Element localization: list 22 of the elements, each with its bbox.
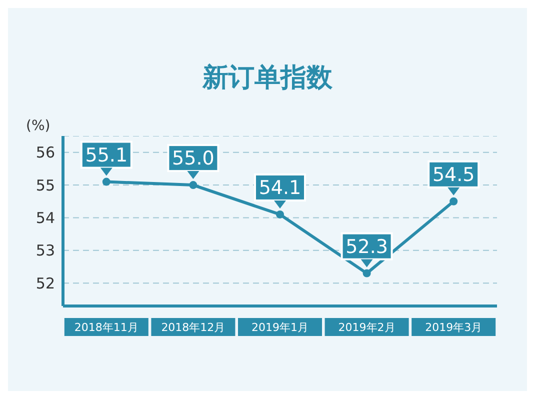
y-tick-label: 54 bbox=[36, 209, 55, 228]
data-label: 52.3 bbox=[346, 236, 388, 258]
point bbox=[102, 178, 110, 186]
point bbox=[450, 197, 458, 206]
y-tick-label: 56 bbox=[36, 144, 55, 162]
y-tick-label: 52 bbox=[36, 274, 55, 292]
data-label: 55.1 bbox=[85, 144, 128, 166]
x-tick-label: 2018年12月 bbox=[161, 320, 226, 334]
x-tick-label: 2019年3月 bbox=[425, 320, 482, 334]
chart-title: 新订单指数 bbox=[201, 62, 334, 95]
y-tick-label: 55 bbox=[36, 176, 55, 194]
x-tick-label: 2019年2月 bbox=[338, 320, 396, 334]
point bbox=[189, 181, 198, 190]
data-label: 55.0 bbox=[172, 148, 214, 170]
y-tick-label: 53 bbox=[36, 242, 55, 260]
data-label: 54.1 bbox=[258, 177, 302, 200]
point bbox=[276, 210, 284, 218]
x-tick-label: 2018年11月 bbox=[74, 320, 138, 334]
point bbox=[362, 269, 371, 278]
y-axis-title: (%) bbox=[26, 118, 50, 134]
data-label: 54.5 bbox=[432, 164, 475, 186]
x-tick-label: 2019年1月 bbox=[252, 320, 308, 334]
